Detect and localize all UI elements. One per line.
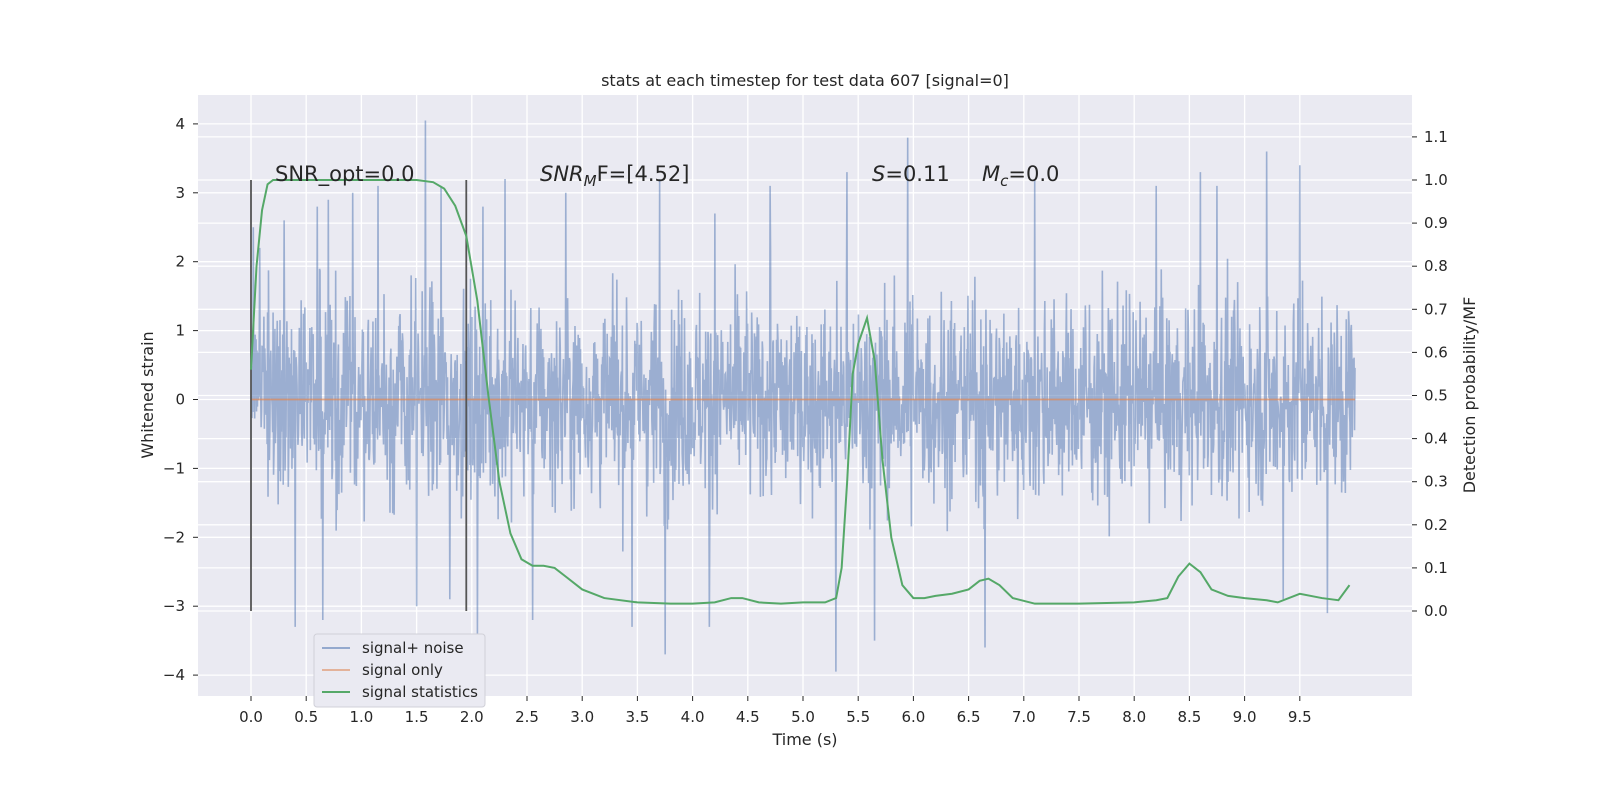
- y2-tick-label: 0.7: [1424, 300, 1448, 318]
- x-tick-label: 2.5: [515, 708, 539, 726]
- annotation-snr-mf-sub: M: [584, 172, 597, 190]
- annotation-s: S=0.11: [872, 162, 950, 186]
- y-tick-label: −4: [163, 666, 185, 684]
- x-tick-label: 6.5: [957, 708, 981, 726]
- x-tick-label: 9.5: [1288, 708, 1312, 726]
- x-tick-label: 3.5: [625, 708, 649, 726]
- y-tick-label: 4: [175, 115, 185, 133]
- y2-tick-label: 0.8: [1424, 257, 1448, 275]
- y2-tick-label: 0.1: [1424, 559, 1448, 577]
- x-tick-label: 8.0: [1122, 708, 1146, 726]
- signal-statistics-line: [250, 179, 1351, 605]
- x-tick-label: 1.5: [405, 708, 429, 726]
- y2-tick-label: 1.1: [1424, 128, 1448, 146]
- annotation-s-rest: =0.11: [885, 162, 949, 186]
- annotation-s-name: S: [872, 162, 885, 186]
- x-tick-label: 4.5: [736, 708, 760, 726]
- x-tick-label: 2.0: [460, 708, 484, 726]
- x-axis-label: Time (s): [771, 730, 837, 749]
- y-tick-label: −3: [163, 597, 185, 615]
- annotation-mc-name: M: [982, 162, 1000, 186]
- annotation-snr-opt: SNR_opt=0.0: [275, 162, 415, 187]
- y2-axis-label: Detection probability/MF: [1460, 297, 1479, 494]
- annotation-mc-rest: =0.0: [1008, 162, 1059, 186]
- y2-tick-label: 0.5: [1424, 387, 1448, 405]
- x-tick-label: 3.0: [570, 708, 594, 726]
- y-tick-label: 3: [175, 184, 185, 202]
- x-tick-label: 6.0: [901, 708, 925, 726]
- vertical-markers: [250, 180, 468, 611]
- y2-tick-label: 0.0: [1424, 602, 1448, 620]
- y2-tick-label: 1.0: [1424, 171, 1448, 189]
- x-tick-label: 7.0: [1012, 708, 1036, 726]
- y2-tick-label: 0.3: [1424, 473, 1448, 491]
- x-tick-label: 5.5: [846, 708, 870, 726]
- y-tick-label: −1: [163, 459, 185, 477]
- legend-box: [313, 633, 486, 708]
- y-tick-label: 2: [175, 253, 185, 271]
- annotation-mc-sub: c: [1000, 172, 1009, 190]
- legend-label-noise: signal+ noise: [362, 639, 464, 657]
- x-tick-label: 0.5: [294, 708, 318, 726]
- signal-noise-line: [250, 120, 1356, 672]
- chart-title: stats at each timestep for test data 607…: [601, 71, 1009, 90]
- y-tick-label: 0: [175, 391, 185, 409]
- x-tick-label: 1.0: [349, 708, 373, 726]
- series-signal-statistics: [250, 179, 1351, 605]
- x-tick-label: 5.0: [791, 708, 815, 726]
- annotation-snr-mf-rest: F=[4.52]: [597, 162, 690, 186]
- x-tick-label: 4.0: [681, 708, 705, 726]
- x-tick-label: 7.5: [1067, 708, 1091, 726]
- annotation-snr-mf: SNRMF=[4.52]: [540, 162, 689, 190]
- legend-label-stats: signal statistics: [362, 683, 478, 701]
- legend: signal+ noise signal only signal statist…: [313, 633, 486, 708]
- y2-tick-label: 0.2: [1424, 516, 1448, 534]
- annotation-snr-mf-name: SNR: [540, 162, 584, 186]
- y2-tick-label: 0.9: [1424, 214, 1448, 232]
- series-signal-noise: [250, 120, 1356, 672]
- x-tick-label: 8.5: [1177, 708, 1201, 726]
- x-tick-label: 0.0: [239, 708, 263, 726]
- legend-label-signal: signal only: [362, 661, 443, 679]
- x-tick-label: 9.0: [1233, 708, 1257, 726]
- y-tick-label: 1: [175, 322, 185, 340]
- y-axis-label: Whitened strain: [138, 331, 157, 458]
- ticks: 0.0 0.5 1.0 1.5 2.0 2.5 3.0 3.5 4.0 4.5 5.0 5.5 6.0 6…: [163, 115, 1448, 726]
- y2-tick-label: 0.4: [1424, 430, 1448, 448]
- y-tick-label: −2: [163, 528, 185, 546]
- annotation-mc: Mc=0.0: [982, 162, 1059, 190]
- y2-tick-label: 0.6: [1424, 343, 1448, 361]
